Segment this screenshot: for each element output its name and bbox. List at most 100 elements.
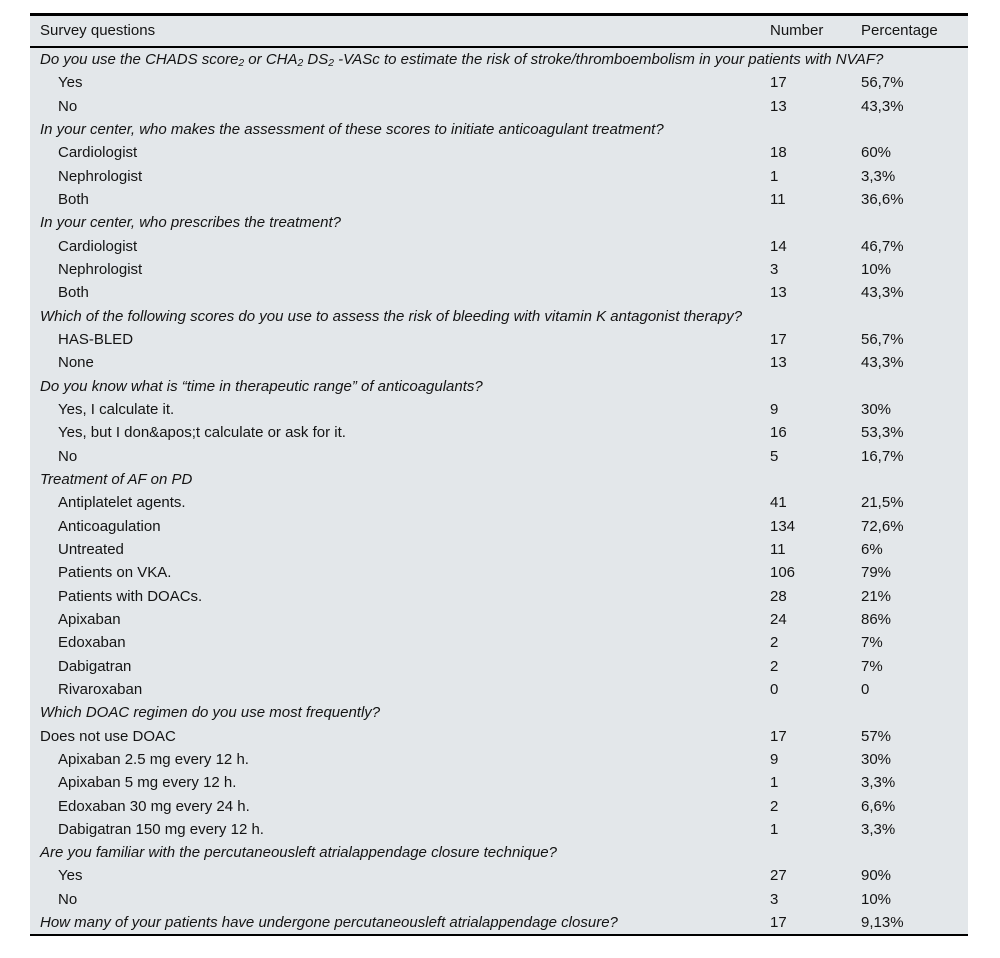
row-number: 134 bbox=[770, 517, 796, 535]
answer-row: No 5 16,7% bbox=[30, 445, 968, 468]
row-label: Patients with DOACs. bbox=[58, 587, 203, 605]
row-label: Are you familiar with the percutaneousle… bbox=[40, 844, 557, 862]
row-number: 11 bbox=[770, 540, 786, 558]
survey-results-table: Survey questions Number Percentage Do yo… bbox=[30, 13, 968, 937]
row-label: Anticoagulation bbox=[58, 517, 161, 535]
row-number bbox=[770, 305, 861, 328]
row-label: Nephrologist bbox=[58, 167, 143, 185]
row-number: 0 bbox=[770, 680, 779, 698]
row-percentage: 30% bbox=[861, 400, 892, 418]
header-percentage: Percentage bbox=[861, 22, 938, 39]
row-label: Do you know what is “time in therapeutic… bbox=[40, 377, 483, 395]
row-number: 14 bbox=[770, 237, 787, 255]
row-number: 2 bbox=[770, 657, 779, 675]
row-label: Both bbox=[58, 284, 89, 302]
row-number: 1 bbox=[770, 167, 779, 185]
row-label: HAS-BLED bbox=[58, 330, 134, 348]
answer-row: Patients with DOACs. 28 21% bbox=[30, 585, 968, 608]
row-percentage: 43,3% bbox=[861, 354, 904, 372]
row-percentage: 0 bbox=[861, 680, 870, 698]
row-label: Both bbox=[58, 190, 89, 208]
row-percentage bbox=[861, 48, 968, 71]
row-percentage: 56,7% bbox=[861, 330, 904, 348]
answer-row: Anticoagulation 134 72,6% bbox=[30, 515, 968, 538]
row-label: Yes bbox=[58, 867, 83, 885]
row-percentage: 56,7% bbox=[861, 74, 904, 92]
answer-row: Dabigatran 150 mg every 12 h. 1 3,3% bbox=[30, 818, 968, 841]
row-number: 2 bbox=[770, 634, 779, 652]
answer-row: Apixaban 24 86% bbox=[30, 608, 968, 631]
row-percentage bbox=[861, 375, 968, 398]
answer-row: Edoxaban 30 mg every 24 h. 2 6,6% bbox=[30, 795, 968, 818]
row-label: Edoxaban bbox=[58, 634, 126, 652]
row-label: Do you use the CHADS score₂ or CHA₂ DS₂ … bbox=[40, 51, 884, 68]
answer-row: Apixaban 2.5 mg every 12 h. 9 30% bbox=[30, 748, 968, 771]
row-percentage: 10% bbox=[861, 890, 892, 908]
row-percentage: 21% bbox=[861, 587, 892, 605]
table-body: Do you use the CHADS score₂ or CHA₂ DS₂ … bbox=[30, 48, 968, 934]
row-percentage: 90% bbox=[861, 867, 892, 885]
row-number: 13 bbox=[770, 97, 787, 115]
row-label: Yes, I calculate it. bbox=[58, 400, 175, 418]
row-label: No bbox=[58, 447, 78, 465]
row-label: Dabigatran 150 mg every 12 h. bbox=[58, 820, 264, 838]
answer-row: Yes 17 56,7% bbox=[30, 71, 968, 94]
row-label: Untreated bbox=[58, 540, 124, 558]
row-percentage: 79% bbox=[861, 564, 892, 582]
row-number: 13 bbox=[770, 354, 787, 372]
row-label: Which of the following scores do you use… bbox=[40, 307, 743, 325]
header-survey-questions: Survey questions bbox=[40, 22, 156, 39]
row-label: Antiplatelet agents. bbox=[58, 494, 186, 512]
row-label: Apixaban 2.5 mg every 12 h. bbox=[58, 750, 249, 768]
row-number: 17 bbox=[770, 914, 787, 932]
answer-row: Yes, but I don&apos;t calculate or ask f… bbox=[30, 421, 968, 444]
row-percentage: 3,3% bbox=[861, 820, 896, 838]
row-percentage: 57% bbox=[861, 727, 892, 745]
answer-row: Nephrologist 1 3,3% bbox=[30, 165, 968, 188]
row-label: Yes, but I don&apos;t calculate or ask f… bbox=[58, 424, 346, 442]
row-number bbox=[770, 211, 861, 234]
answer-row: Patients on VKA. 106 79% bbox=[30, 561, 968, 584]
answer-row: None 13 43,3% bbox=[30, 351, 968, 374]
row-percentage: 9,13% bbox=[861, 914, 904, 932]
row-percentage: 43,3% bbox=[861, 284, 904, 302]
row-percentage: 16,7% bbox=[861, 447, 904, 465]
answer-row: Yes 27 90% bbox=[30, 864, 968, 887]
question-row: Which DOAC regimen do you use most frequ… bbox=[30, 701, 968, 724]
row-number: 28 bbox=[770, 587, 787, 605]
row-label: In your center, who makes the assessment… bbox=[40, 120, 664, 138]
answer-row: Cardiologist 14 46,7% bbox=[30, 235, 968, 258]
row-number: 27 bbox=[770, 867, 787, 885]
row-number: 11 bbox=[770, 190, 786, 208]
row-percentage bbox=[861, 211, 968, 234]
answer-row: Cardiologist 18 60% bbox=[30, 141, 968, 164]
row-percentage: 86% bbox=[861, 610, 892, 628]
question-row: Are you familiar with the percutaneousle… bbox=[30, 841, 968, 864]
answer-row: No 3 10% bbox=[30, 888, 968, 911]
row-percentage: 21,5% bbox=[861, 494, 904, 512]
row-number: 2 bbox=[770, 797, 779, 815]
row-number: 18 bbox=[770, 144, 787, 162]
question-row: In your center, who prescribes the treat… bbox=[30, 211, 968, 234]
row-number: 3 bbox=[770, 260, 779, 278]
row-percentage: 3,3% bbox=[861, 167, 896, 185]
row-label: Dabigatran bbox=[58, 657, 132, 675]
row-label: Rivaroxaban bbox=[58, 680, 143, 698]
row-number bbox=[770, 468, 861, 491]
option-row: Does not use DOAC 17 57% bbox=[30, 725, 968, 748]
row-label: In your center, who prescribes the treat… bbox=[40, 214, 341, 232]
answer-row: Edoxaban 2 7% bbox=[30, 631, 968, 654]
answer-row: Rivaroxaban 0 0 bbox=[30, 678, 968, 701]
row-percentage: 30% bbox=[861, 750, 892, 768]
answer-row: Nephrologist 3 10% bbox=[30, 258, 968, 281]
row-number: 5 bbox=[770, 447, 779, 465]
row-label: None bbox=[58, 354, 94, 372]
row-label: Apixaban 5 mg every 12 h. bbox=[58, 774, 237, 792]
row-percentage: 6,6% bbox=[861, 797, 896, 815]
answer-row: HAS-BLED 17 56,7% bbox=[30, 328, 968, 351]
answer-row: Both 13 43,3% bbox=[30, 281, 968, 304]
row-label: No bbox=[58, 97, 78, 115]
row-percentage bbox=[861, 841, 968, 864]
question-row: In your center, who makes the assessment… bbox=[30, 118, 968, 141]
answer-row: Untreated 11 6% bbox=[30, 538, 968, 561]
